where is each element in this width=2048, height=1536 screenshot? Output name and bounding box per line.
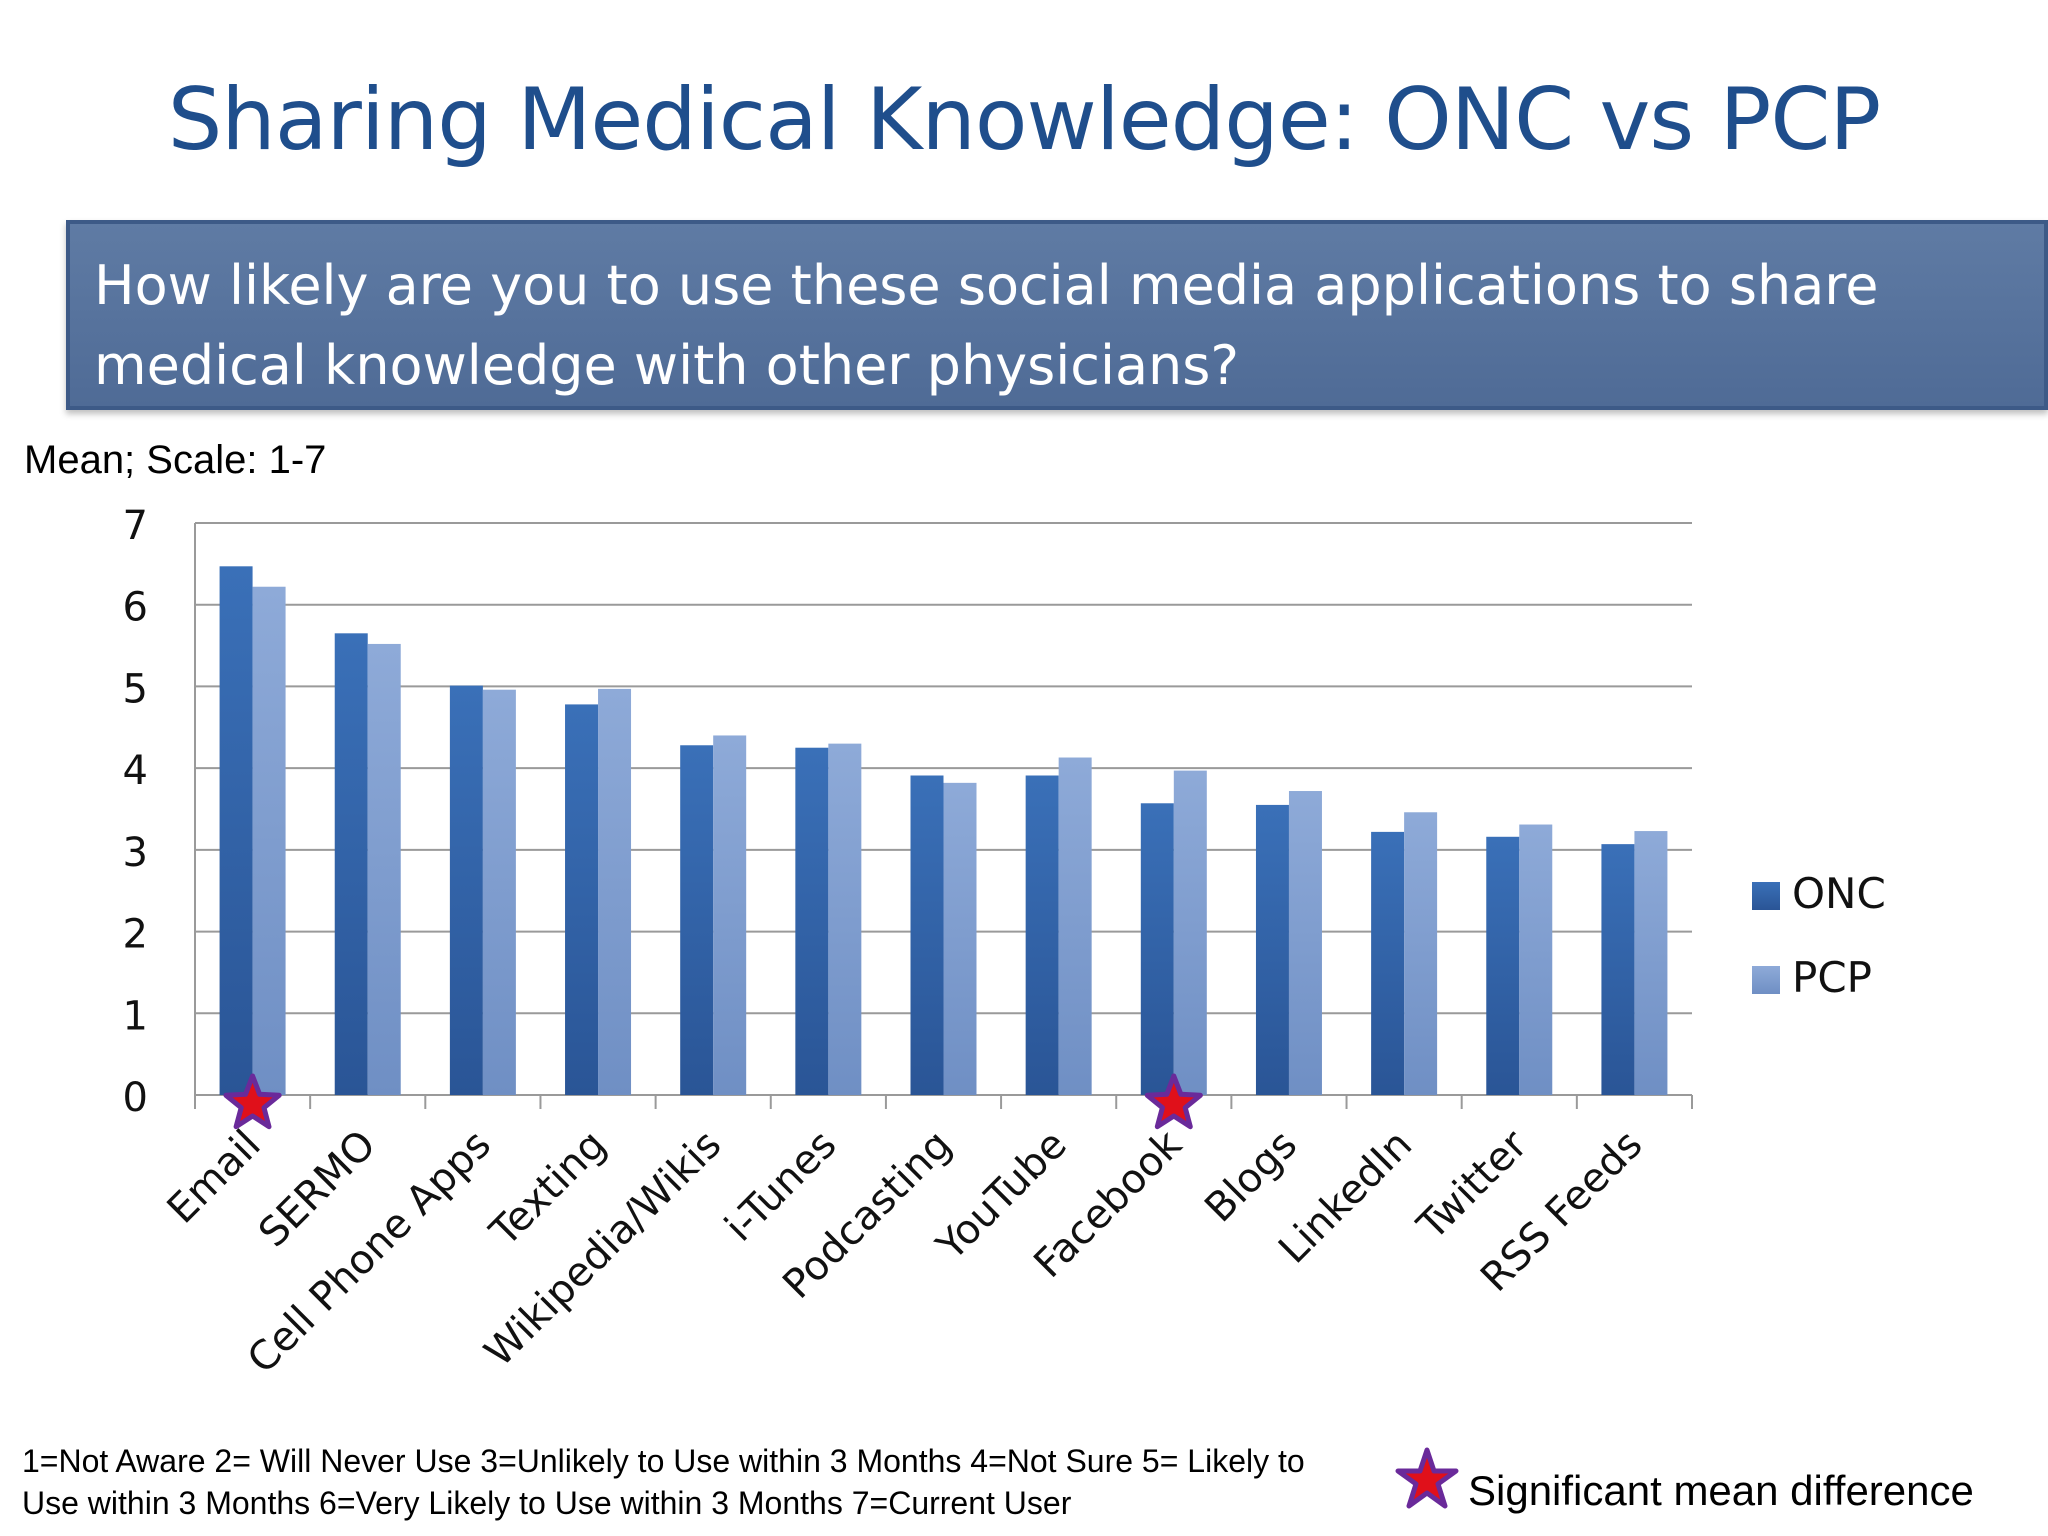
slide-title: Sharing Medical Knowledge: ONC vs PCP	[167, 70, 1882, 170]
bar-pcp	[1173, 770, 1207, 1095]
bars	[219, 566, 1668, 1095]
bar-pcp	[367, 643, 401, 1095]
bar-onc	[1371, 831, 1405, 1095]
significance-star-icon	[1144, 1073, 1203, 1130]
bar-onc	[1140, 803, 1174, 1095]
y-tick-label: 2	[123, 912, 148, 958]
bar-pcp	[598, 688, 632, 1095]
scale-label: Mean; Scale: 1-7	[24, 438, 327, 482]
bar-onc	[680, 745, 714, 1095]
bar-onc	[334, 633, 368, 1095]
bar-pcp	[1058, 757, 1092, 1095]
bar-onc	[795, 747, 829, 1095]
legend-label-onc: ONC	[1792, 869, 1886, 918]
y-tick-label: 4	[123, 748, 148, 794]
legend-label-pcp: PCP	[1792, 953, 1872, 1002]
bar-pcp	[1519, 824, 1553, 1095]
y-tick-label: 6	[123, 585, 148, 631]
gridlines	[194, 522, 1693, 1109]
bar-pcp	[482, 689, 516, 1095]
question-banner: How likely are you to use these social m…	[66, 220, 2048, 410]
y-tick-label: 7	[123, 503, 148, 549]
significance-markers	[223, 1073, 1203, 1130]
bar-pcp	[1288, 791, 1322, 1095]
star-icon	[1395, 1447, 1459, 1509]
bar-pcp	[828, 743, 862, 1095]
bar-onc	[449, 685, 483, 1095]
bar-onc	[219, 566, 253, 1095]
bar-onc	[565, 704, 599, 1095]
bar-pcp	[713, 735, 747, 1095]
legend-swatch-pcp	[1752, 966, 1780, 994]
x-tick-label: Blogs	[1196, 1122, 1306, 1232]
bar-pcp	[943, 782, 977, 1095]
bar-onc	[1255, 804, 1289, 1095]
y-tick-label: 5	[123, 666, 148, 712]
bar-pcp	[1634, 831, 1668, 1095]
bar-pcp	[1404, 812, 1438, 1095]
bar-onc	[910, 775, 944, 1095]
significance-star-icon	[223, 1073, 282, 1130]
y-axis-ticks: 0 1 2 3 4 5 6 7	[123, 503, 148, 1121]
y-tick-label: 1	[123, 993, 148, 1039]
x-tick-label: Email	[159, 1122, 270, 1233]
scale-footnote: 1=Not Aware 2= Will Never Use 3=Unlikely…	[22, 1443, 1305, 1521]
significance-legend-label: Significant mean difference	[1468, 1467, 1974, 1514]
bar-onc	[1025, 775, 1059, 1095]
bar-onc	[1601, 844, 1635, 1095]
legend-swatch-onc	[1752, 882, 1780, 910]
bar-onc	[1486, 836, 1520, 1095]
chart-legend: ONC PCP	[1752, 869, 1886, 1002]
bar-pcp	[252, 586, 286, 1095]
y-tick-label: 0	[123, 1075, 148, 1121]
y-tick-label: 3	[123, 830, 148, 876]
significance-legend: Significant mean difference	[1392, 1445, 2042, 1515]
